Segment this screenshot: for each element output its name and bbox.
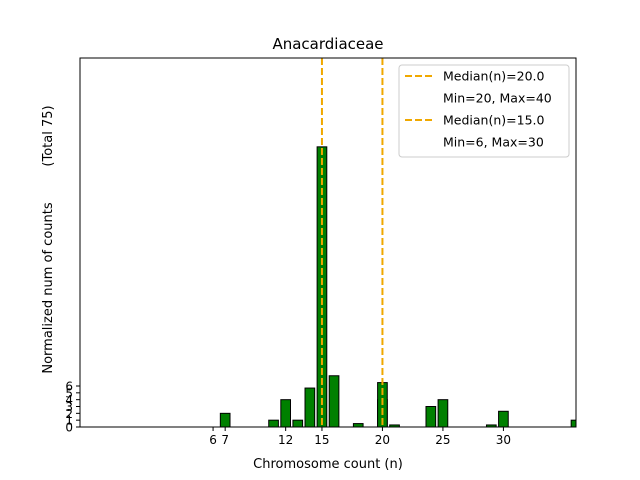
y-axis-total-label: (Total 75) xyxy=(41,105,56,166)
bar-series1-n30 xyxy=(498,410,509,427)
x-tick-label-6: 6 xyxy=(209,433,217,447)
bar-series1-n25 xyxy=(437,399,449,427)
bar-series1-n14 xyxy=(304,387,316,427)
bars-group xyxy=(219,146,576,427)
bar-series1-n16 xyxy=(328,375,340,427)
x-tick-label-7: 7 xyxy=(221,433,229,447)
bar-series1-n7 xyxy=(219,412,231,427)
chart-title: Anacardiaceae xyxy=(272,35,383,53)
bar-series1-n21 xyxy=(389,424,400,427)
x-tick-label-30: 30 xyxy=(496,433,511,447)
bar-series1-n24 xyxy=(425,406,437,427)
legend: Median(n)=20.0 Min=20, Max=40 Median(n)=15… xyxy=(398,64,570,158)
x-tick-label-15: 15 xyxy=(314,433,329,447)
y-tick-label-2: 2 xyxy=(65,407,73,421)
y-tick-label-5: 5 xyxy=(65,386,73,400)
bar-series1-n11 xyxy=(268,419,279,427)
y-tick-label-6: 6 xyxy=(65,380,73,394)
x-tick-label-25: 25 xyxy=(435,433,450,447)
bar-series1-n29 xyxy=(485,424,497,427)
median-lines-group xyxy=(320,58,384,427)
x-axis-label: Chromosome count (n) xyxy=(253,457,403,472)
bar-series1-n12 xyxy=(280,399,291,427)
y-tick-label-3: 3 xyxy=(65,400,73,414)
y-axis-label: Normalized num of counts xyxy=(41,202,56,373)
plot-frame xyxy=(79,57,577,428)
legend-label: Min=6, Max=30 xyxy=(443,135,544,150)
y-tick-label-1: 1 xyxy=(65,414,73,428)
bar-series1-n18 xyxy=(352,423,364,427)
x-tick-label-20: 20 xyxy=(375,433,390,447)
legend-label: Median(n)=15.0 xyxy=(443,113,544,128)
y-tick-label-4: 4 xyxy=(65,393,73,407)
legend-label: Median(n)=20.0 xyxy=(443,69,544,84)
bar-series1-n13 xyxy=(292,419,304,427)
y-tick-label-0: 0 xyxy=(65,421,73,435)
legend-box xyxy=(398,64,570,158)
x-axis-ticks: 6 7 12 15 20 25 30 xyxy=(209,427,511,447)
legend-label: Min=20, Max=40 xyxy=(443,91,552,106)
x-tick-label-12: 12 xyxy=(278,433,293,447)
